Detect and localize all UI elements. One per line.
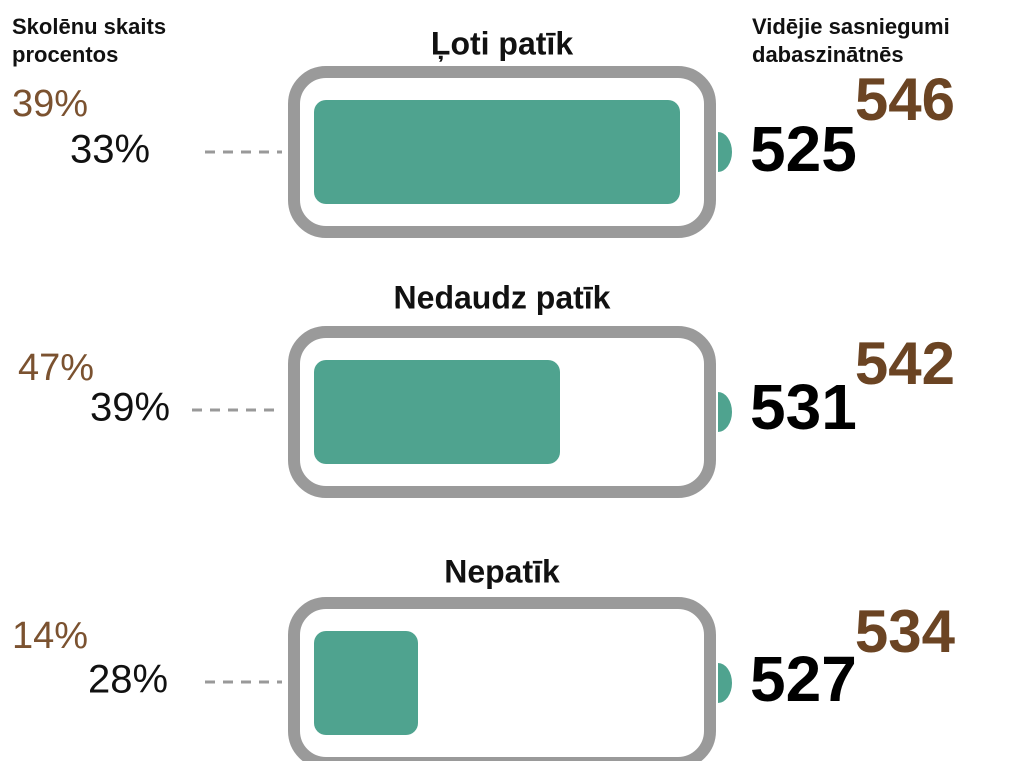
battery-level: [314, 631, 418, 735]
group-label: Nepatīk: [444, 553, 560, 589]
score-black: 531: [750, 371, 857, 443]
percent-black: 39%: [90, 386, 170, 430]
battery-outline: [288, 597, 716, 761]
right-header: Vidējie sasniegumi: [752, 14, 950, 39]
score-black: 527: [750, 643, 857, 715]
score-black: 525: [750, 113, 857, 185]
battery-nub: [718, 392, 732, 432]
group-label: Nedaudz patīk: [394, 279, 611, 315]
battery-level: [314, 100, 680, 204]
score-brown: 546: [855, 66, 955, 133]
left-header: Skolēnu skaits: [12, 14, 166, 39]
group-label: Ļoti patīk: [431, 25, 573, 61]
battery-nub: [718, 132, 732, 172]
battery-level: [314, 360, 560, 464]
percent-black: 28%: [88, 658, 168, 702]
battery-nub: [718, 663, 732, 703]
battery-outline: [288, 66, 716, 238]
score-brown: 542: [855, 330, 955, 397]
percent-black: 33%: [70, 128, 150, 172]
percent-brown: 47%: [18, 347, 94, 389]
battery-outline: [288, 326, 716, 498]
score-brown: 534: [855, 598, 956, 665]
percent-brown: 14%: [12, 615, 88, 657]
left-header: procentos: [12, 42, 118, 67]
percent-brown: 39%: [12, 83, 88, 125]
right-header: dabaszinātnēs: [752, 42, 904, 67]
